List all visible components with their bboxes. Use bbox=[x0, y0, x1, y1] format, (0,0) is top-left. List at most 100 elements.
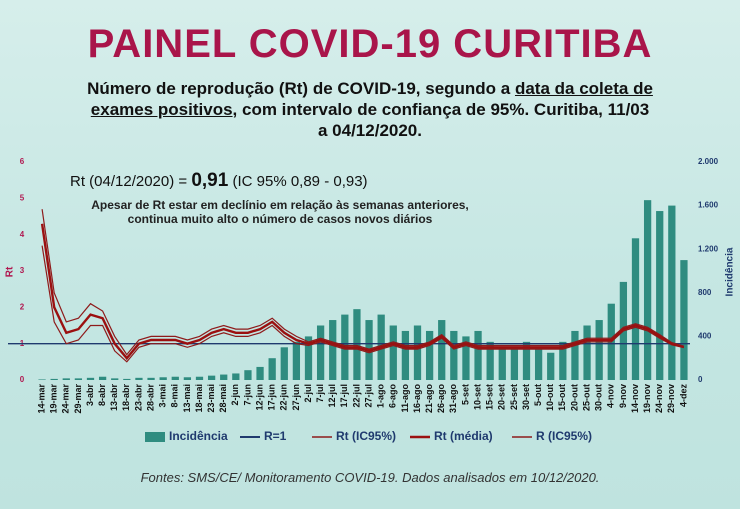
y2-tick-label: 400 bbox=[698, 332, 712, 341]
x-tick-label: 11-ago bbox=[400, 384, 410, 413]
source: Fontes: SMS/CE/ Monitoramento COVID-19. … bbox=[140, 470, 600, 485]
x-tick-label: 3-abr bbox=[85, 384, 95, 407]
x-tick-label: 18-abr bbox=[121, 384, 131, 412]
subtitle-text: Número de reprodução (Rt) de COVID-19, s… bbox=[87, 79, 515, 98]
x-tick-label: 30-out bbox=[594, 384, 604, 411]
bar bbox=[571, 330, 579, 380]
bar bbox=[86, 377, 95, 380]
x-tick-label: 12-jun bbox=[254, 384, 264, 411]
x-tick-label: 3-mai bbox=[158, 384, 168, 408]
x-tick-label: 28-mai bbox=[218, 384, 228, 413]
y2-tick-label: 800 bbox=[698, 288, 712, 297]
bar bbox=[256, 366, 264, 380]
y-tick-label: 3 bbox=[20, 266, 25, 275]
x-tick-label: 27-jul bbox=[363, 384, 373, 408]
bar bbox=[631, 238, 640, 380]
bar bbox=[111, 378, 119, 380]
bar bbox=[438, 320, 446, 380]
bar bbox=[195, 376, 204, 380]
x-tick-label: 25-set bbox=[509, 384, 519, 410]
x-tick-label: 8-abr bbox=[97, 384, 107, 407]
x-tick-label: 22-jun bbox=[279, 384, 289, 411]
subtitle-text: , com intervalo de confiança de 95%. Cur… bbox=[232, 100, 650, 140]
chart-title: PAINEL COVID-19 CURITIBA bbox=[87, 22, 653, 66]
bar bbox=[474, 330, 482, 380]
bar bbox=[389, 325, 397, 380]
y-tick-label: 0 bbox=[20, 375, 25, 384]
bar bbox=[462, 336, 470, 380]
note: Apesar de Rt estar em declínio em relaçã… bbox=[91, 198, 469, 226]
bar bbox=[292, 341, 301, 380]
x-tick-label: 26-ago bbox=[436, 384, 446, 414]
legend-label: R (IC95%) bbox=[536, 429, 592, 443]
bar bbox=[534, 347, 543, 380]
x-tick-label: 17-jul bbox=[339, 384, 349, 408]
x-tick-label: 30-set bbox=[521, 384, 531, 410]
bar bbox=[643, 200, 652, 380]
x-tick-label: 5-set bbox=[460, 384, 470, 405]
x-tick-label: 15-out bbox=[557, 384, 567, 411]
bar bbox=[425, 330, 434, 380]
bar bbox=[353, 309, 361, 380]
x-tick-label: 2-jun bbox=[230, 384, 240, 406]
annotation-text: Rt (04/12/2020) = bbox=[70, 173, 192, 190]
x-tick-label: 31-ago bbox=[448, 384, 458, 414]
x-tick-label: 8-mai bbox=[170, 384, 180, 408]
x-tick-label: 29-mar bbox=[73, 384, 83, 414]
bar bbox=[680, 260, 688, 380]
x-tick-label: 28-abr bbox=[145, 384, 155, 412]
bar bbox=[207, 375, 216, 380]
x-tick-label: 25-out bbox=[581, 384, 591, 411]
bar bbox=[559, 341, 567, 380]
x-tick-label: 15-set bbox=[485, 384, 495, 410]
x-tick-label: 18-mai bbox=[194, 384, 204, 413]
bar bbox=[220, 374, 228, 380]
x-tick-label: 12-jul bbox=[327, 384, 337, 408]
legend-label: Rt (média) bbox=[434, 429, 493, 443]
x-tick-label: 23-abr bbox=[133, 384, 143, 412]
bar bbox=[50, 378, 58, 380]
line bbox=[41, 245, 685, 363]
x-tick-label: 13-abr bbox=[109, 384, 119, 412]
x-tick-label: 2-jul bbox=[303, 384, 313, 403]
x-tick-label: 7-jun bbox=[242, 384, 252, 406]
x-tick-label: 16-ago bbox=[412, 384, 422, 414]
x-tick-label: 19-nov bbox=[642, 384, 652, 413]
bar bbox=[547, 352, 555, 380]
bar bbox=[413, 325, 422, 380]
x-tick-label: 13-mai bbox=[182, 384, 192, 413]
x-tick-label: 14-nov bbox=[630, 384, 640, 413]
line bbox=[41, 209, 685, 356]
bar bbox=[183, 377, 192, 380]
y-tick-label: 6 bbox=[20, 157, 25, 166]
x-tick-label: 7-jul bbox=[315, 384, 325, 403]
annotation: Rt (04/12/2020) = 0,91 (IC 95% 0,89 - 0,… bbox=[70, 170, 368, 192]
bar bbox=[510, 347, 519, 380]
bar bbox=[159, 377, 167, 380]
x-tick-label: 20-set bbox=[497, 384, 507, 410]
x-tick-label: 22-jul bbox=[351, 384, 361, 408]
x-tick-label: 6-ago bbox=[388, 384, 398, 409]
bar bbox=[74, 378, 83, 380]
chart-subtitle: Número de reprodução (Rt) de COVID-19, s… bbox=[85, 78, 655, 141]
x-tick-label: 20-out bbox=[569, 384, 579, 411]
y-tick-label: 5 bbox=[20, 193, 25, 202]
y2-tick-label: 0 bbox=[698, 375, 703, 384]
legend-label: Incidência bbox=[169, 429, 228, 443]
bar bbox=[171, 376, 179, 380]
bar bbox=[38, 379, 46, 380]
y-axis-label: Rt bbox=[5, 266, 16, 277]
x-tick-label: 17-jun bbox=[267, 384, 277, 411]
x-tick-label: 27-jun bbox=[291, 384, 301, 411]
x-tick-label: 5-out bbox=[533, 384, 543, 406]
bar bbox=[316, 325, 325, 380]
bar bbox=[329, 320, 337, 380]
y-tick-label: 4 bbox=[20, 230, 25, 239]
bar bbox=[244, 370, 252, 380]
bar bbox=[268, 358, 276, 380]
x-tick-label: 9-nov bbox=[618, 384, 628, 408]
bar bbox=[123, 378, 131, 380]
x-tick-label: 24-mar bbox=[61, 384, 71, 414]
bar bbox=[232, 373, 240, 380]
